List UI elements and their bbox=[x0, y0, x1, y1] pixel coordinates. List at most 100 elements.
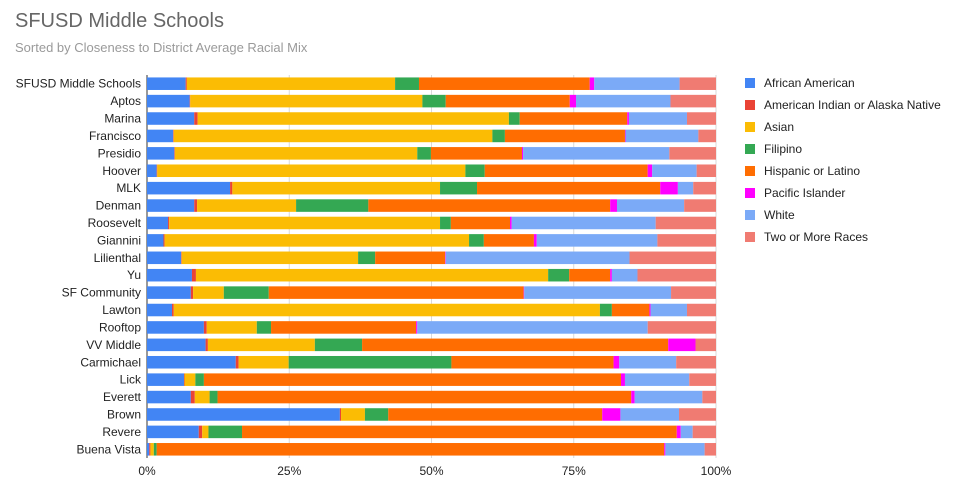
bar-segment bbox=[288, 355, 452, 369]
bar-segment bbox=[624, 373, 690, 386]
y-category-label: Brown bbox=[107, 407, 141, 421]
bar-segment bbox=[197, 199, 297, 212]
y-category-label: Revere bbox=[102, 425, 141, 439]
bar-segment bbox=[649, 303, 651, 317]
bar-segment bbox=[147, 268, 192, 282]
bar-segment bbox=[533, 234, 537, 247]
bar-segment bbox=[671, 286, 716, 299]
bar-segment bbox=[484, 164, 648, 178]
bar-segment bbox=[183, 373, 185, 386]
bar-segment bbox=[450, 216, 511, 230]
y-category-label: Lick bbox=[120, 373, 142, 387]
bar-segment bbox=[704, 443, 716, 456]
bar-segment bbox=[194, 390, 210, 404]
bar-segment bbox=[174, 147, 175, 160]
bar-segment bbox=[602, 408, 621, 421]
bar-segment bbox=[548, 268, 570, 282]
bar-segment bbox=[521, 147, 524, 160]
legend-label: Pacific Islander bbox=[764, 186, 846, 200]
bar-segment bbox=[207, 338, 315, 352]
legend-label: White bbox=[764, 208, 795, 222]
legend-swatch bbox=[745, 100, 755, 110]
bar-segment bbox=[440, 216, 451, 230]
bar-segment bbox=[147, 286, 191, 299]
bar-segment bbox=[416, 321, 418, 334]
legend-swatch bbox=[745, 188, 755, 198]
x-tick-label: 50% bbox=[419, 464, 443, 478]
legend-item: American Indian or Alaska Native bbox=[745, 94, 941, 116]
x-tick-label: 100% bbox=[701, 464, 732, 478]
legend-label: Filipino bbox=[764, 142, 803, 156]
legend-item: Two or More Races bbox=[745, 226, 941, 248]
bar-segment bbox=[610, 199, 617, 212]
bar-segment bbox=[668, 338, 696, 352]
bar-segment bbox=[223, 286, 269, 299]
bar-segment bbox=[660, 181, 678, 195]
bar-segment bbox=[189, 94, 191, 108]
bar-segment bbox=[149, 443, 151, 456]
bar-segment bbox=[238, 355, 289, 369]
x-tick-label: 0% bbox=[138, 464, 156, 478]
bar-segment bbox=[610, 268, 612, 282]
bar-segment bbox=[191, 268, 196, 282]
legend-label: Hispanic or Latino bbox=[764, 164, 861, 178]
bar-segment bbox=[364, 408, 389, 421]
bar-segment bbox=[686, 303, 716, 317]
legend-swatch bbox=[745, 210, 755, 220]
bar-segment bbox=[422, 94, 446, 108]
bar-segment bbox=[523, 147, 670, 160]
bar-segment bbox=[684, 199, 716, 212]
bar-segment bbox=[339, 408, 342, 421]
bar-segment bbox=[625, 129, 699, 143]
bar-segment bbox=[256, 321, 272, 334]
legend-item: Filipino bbox=[745, 138, 941, 160]
chart-subtitle: Sorted by Closeness to District Average … bbox=[15, 40, 308, 55]
bar-segment bbox=[341, 408, 365, 421]
bar-segment bbox=[173, 129, 174, 143]
legend-item: Asian bbox=[745, 116, 941, 138]
bar-segment bbox=[616, 199, 685, 212]
bar-segment bbox=[637, 268, 716, 282]
bar-segment bbox=[172, 303, 174, 317]
bar-segment bbox=[465, 164, 485, 178]
bar-segment bbox=[445, 251, 446, 265]
bar-segment bbox=[174, 147, 418, 160]
bar-segment bbox=[217, 390, 632, 404]
legend-item: White bbox=[745, 204, 941, 226]
chart-legend: African American American Indian or Alask… bbox=[745, 72, 941, 248]
bar-segment bbox=[620, 373, 625, 386]
bar-segment bbox=[620, 408, 680, 421]
bar-segment bbox=[627, 112, 629, 125]
bar-segment bbox=[418, 77, 590, 90]
y-category-label: SF Community bbox=[62, 286, 141, 300]
bar-segment bbox=[195, 268, 549, 282]
bar-segment bbox=[181, 251, 182, 265]
bar-segment bbox=[647, 321, 716, 334]
bar-segment bbox=[150, 443, 154, 456]
bar-segment bbox=[624, 129, 626, 143]
bar-segment bbox=[157, 164, 466, 178]
bar-segment bbox=[477, 181, 661, 195]
bar-segment bbox=[147, 425, 199, 439]
bar-segment bbox=[362, 338, 669, 352]
bar-segment bbox=[508, 112, 520, 125]
y-category-label: Francisco bbox=[89, 129, 141, 143]
bar-segment bbox=[504, 129, 625, 143]
bar-segment bbox=[147, 94, 190, 108]
bar-segment bbox=[147, 129, 174, 143]
bar-segment bbox=[589, 77, 595, 90]
legend-label: African American bbox=[764, 76, 855, 90]
legend-label: American Indian or Alaska Native bbox=[764, 98, 941, 112]
bar-segment bbox=[147, 373, 184, 386]
y-category-label: Giannini bbox=[97, 233, 141, 247]
legend-item: Hispanic or Latino bbox=[745, 160, 941, 182]
bar-segment bbox=[693, 181, 716, 195]
bar-segment bbox=[430, 147, 522, 160]
bar-segment bbox=[665, 443, 705, 456]
x-tick-label: 75% bbox=[562, 464, 586, 478]
bar-segment bbox=[657, 234, 716, 247]
bar-segment bbox=[147, 321, 204, 334]
bar-segment bbox=[173, 129, 493, 143]
bar-segment bbox=[679, 77, 716, 90]
bar-segment bbox=[197, 112, 509, 125]
